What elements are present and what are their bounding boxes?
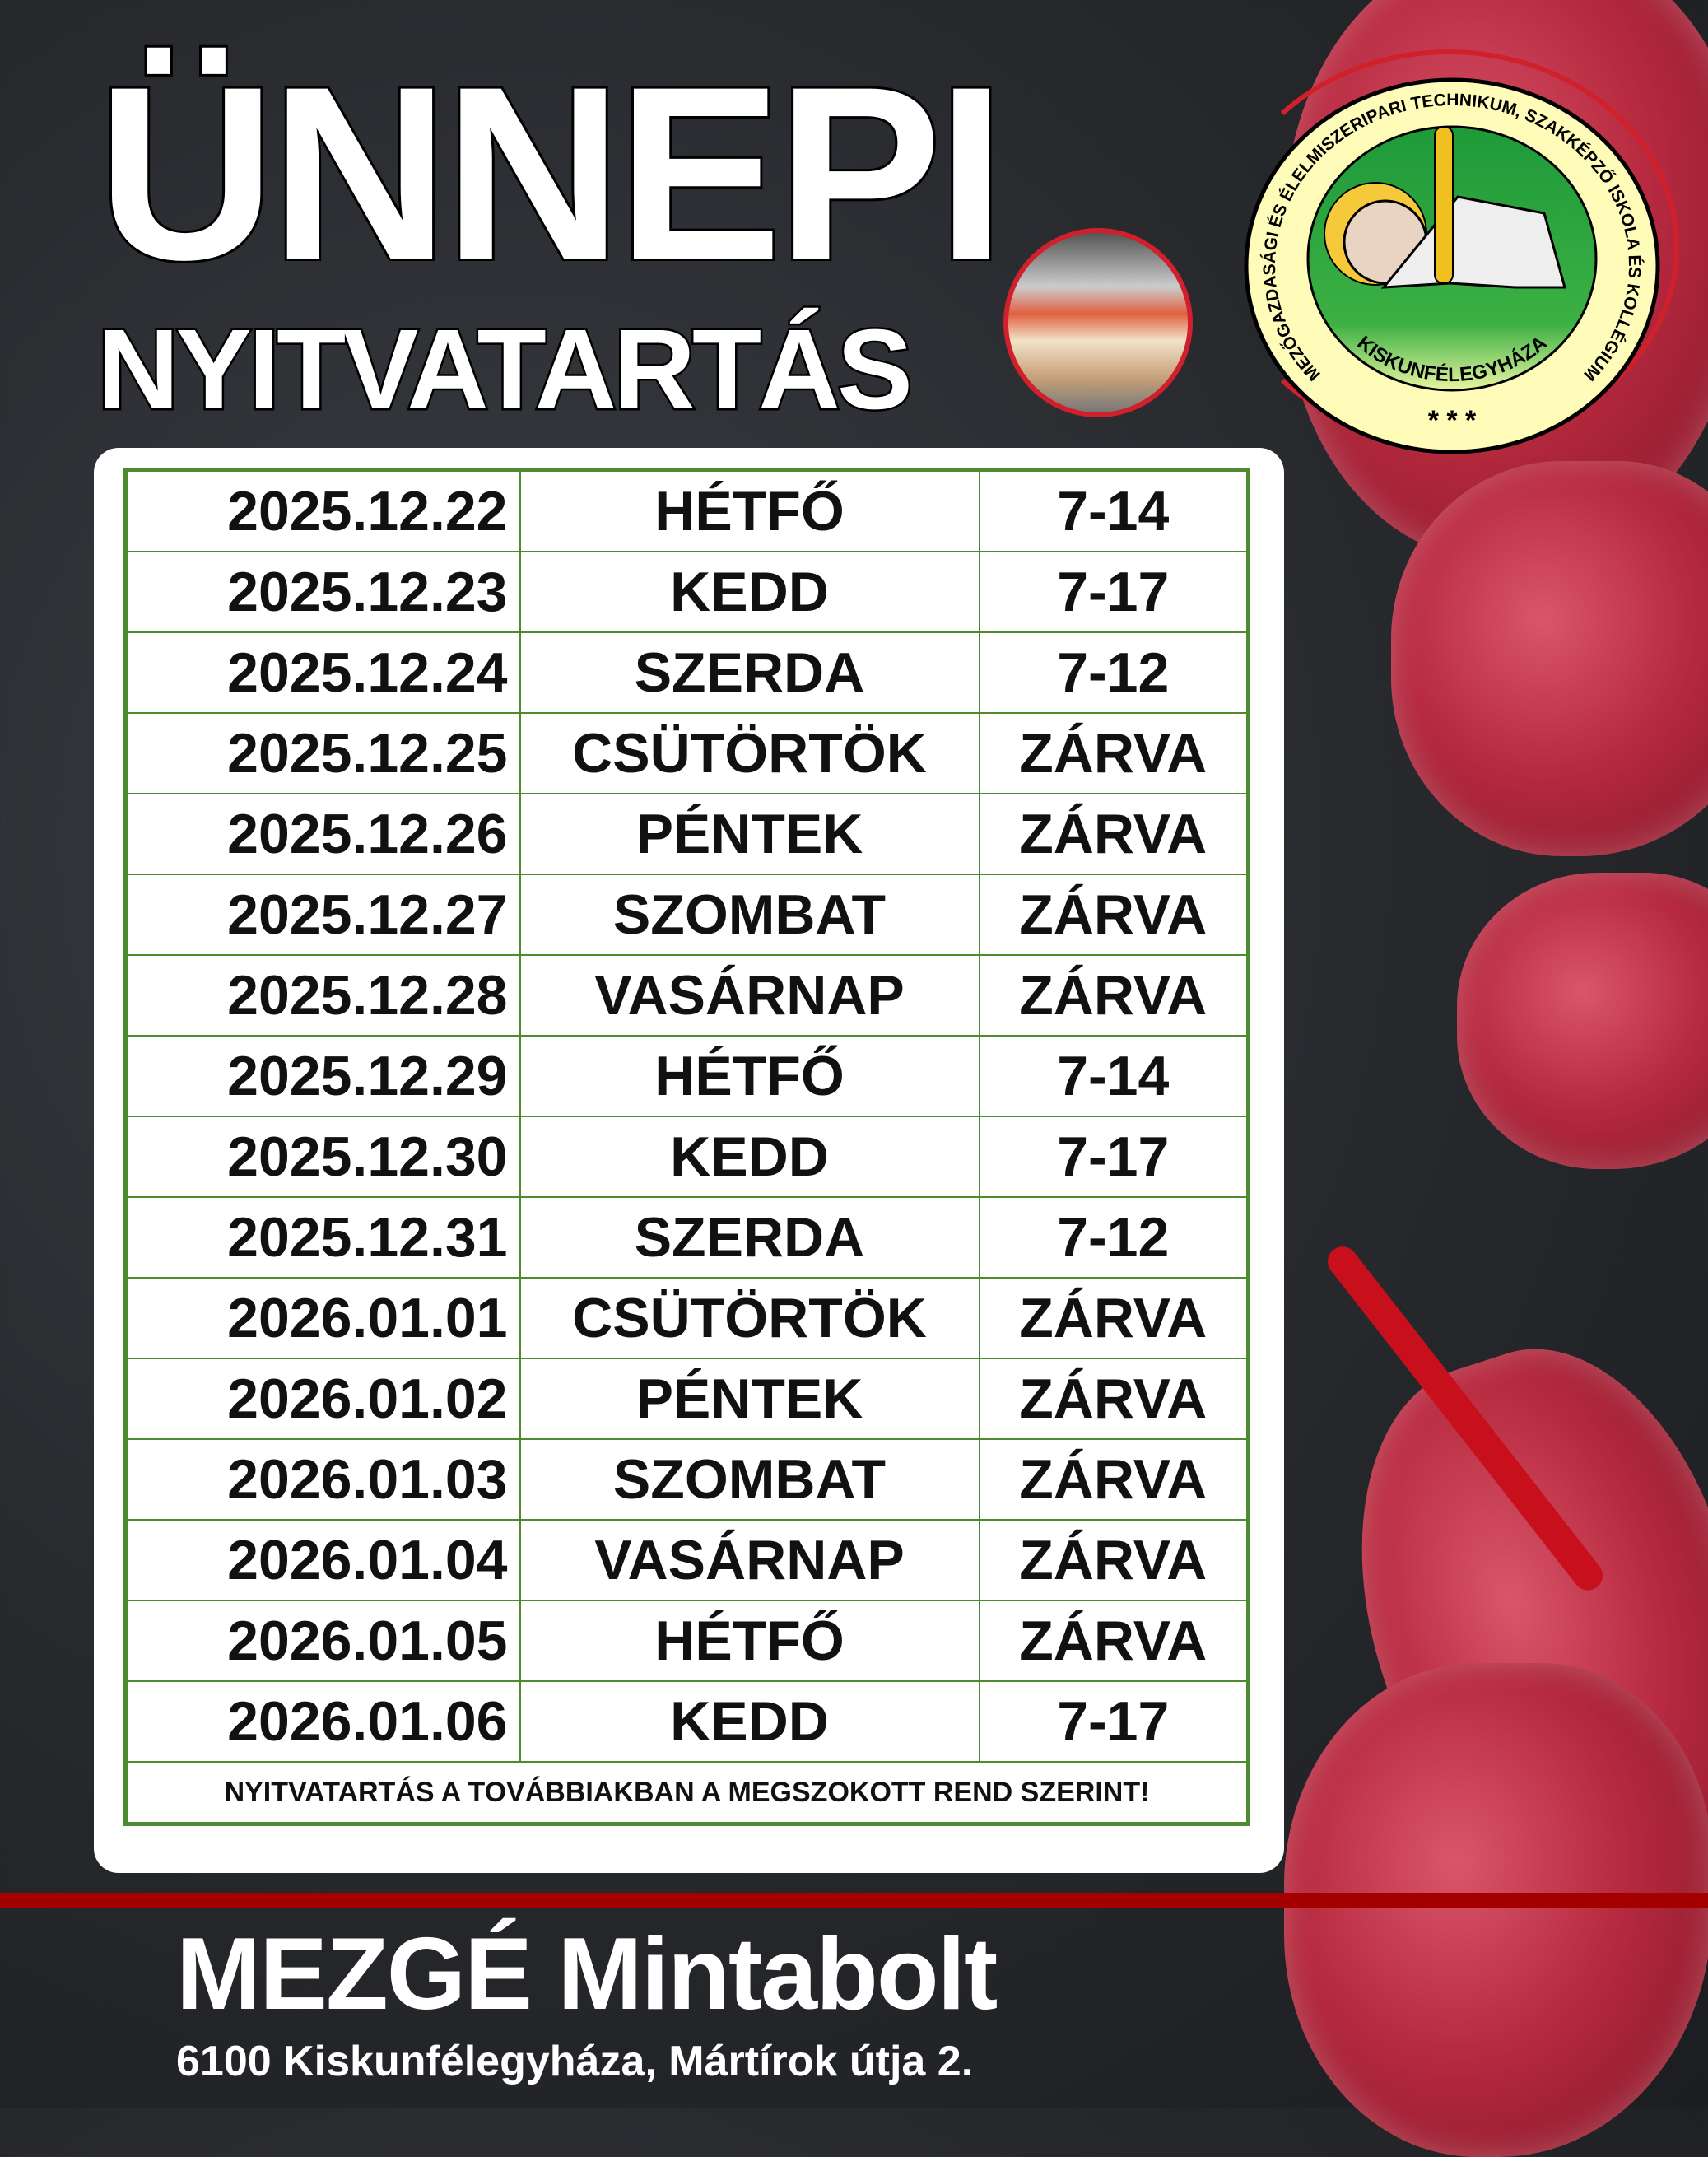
day-cell: KEDD: [519, 1116, 980, 1198]
hours-cell: 7-17: [978, 1116, 1250, 1198]
date-cell: 2025.12.31: [124, 1196, 521, 1279]
table-row: 2026.01.01 CSÜTÖRTÖK ZÁRVA: [124, 1277, 1250, 1359]
divider-line: [0, 1893, 1708, 1908]
page-title: ÜNNEPI: [95, 35, 1008, 311]
hours-cell: ZÁRVA: [978, 1519, 1250, 1601]
shop-name: MEZGÉ Mintabolt: [176, 1917, 998, 2031]
date-cell: 2026.01.02: [124, 1358, 521, 1440]
day-cell: HÉTFŐ: [519, 1035, 980, 1117]
shop-photo: [1003, 228, 1193, 417]
table-row: 2026.01.03 SZOMBAT ZÁRVA: [124, 1438, 1250, 1521]
date-cell: 2025.12.30: [124, 1116, 521, 1198]
table-row: 2026.01.02 PÉNTEK ZÁRVA: [124, 1358, 1250, 1440]
hours-cell: 7-12: [978, 631, 1250, 714]
day-cell: CSÜTÖRTÖK: [519, 1277, 980, 1359]
school-logo: MEZŐGAZDASÁGI ÉS ÉLELMISZERIPARI TECHNIK…: [1244, 77, 1660, 454]
date-cell: 2025.12.23: [124, 551, 521, 633]
day-cell: VASÁRNAP: [519, 954, 980, 1037]
table-row: 2025.12.28 VASÁRNAP ZÁRVA: [124, 954, 1250, 1037]
table-row: 2025.12.26 PÉNTEK ZÁRVA: [124, 793, 1250, 875]
table-row: 2025.12.24 SZERDA 7-12: [124, 631, 1250, 714]
hours-cell: 7-12: [978, 1196, 1250, 1279]
day-cell: KEDD: [519, 551, 980, 633]
page-subtitle: NYITVATARTÁS: [95, 306, 915, 433]
hours-cell: 7-17: [978, 1680, 1250, 1763]
meat-image: [1457, 873, 1708, 1169]
day-cell: KEDD: [519, 1680, 980, 1763]
date-cell: 2026.01.03: [124, 1438, 521, 1521]
hours-cell: ZÁRVA: [978, 1438, 1250, 1521]
date-cell: 2025.12.28: [124, 954, 521, 1037]
date-cell: 2025.12.29: [124, 1035, 521, 1117]
hours-cell: ZÁRVA: [978, 874, 1250, 956]
footer-note: NYITVATARTÁS A TOVÁBBIAKBAN A MEGSZOKOTT…: [124, 1761, 1250, 1825]
meat-image: [1391, 461, 1708, 856]
table-row: 2026.01.05 HÉTFŐ ZÁRVA: [124, 1600, 1250, 1682]
day-cell: SZERDA: [519, 631, 980, 714]
day-cell: HÉTFŐ: [519, 468, 980, 552]
date-cell: 2025.12.22: [124, 468, 521, 552]
date-cell: 2026.01.01: [124, 1277, 521, 1359]
date-cell: 2025.12.27: [124, 874, 521, 956]
schedule-table: 2025.12.22 HÉTFŐ 7-14 2025.12.23 KEDD 7-17 202…: [123, 468, 1250, 1826]
table-row: 2025.12.23 KEDD 7-17: [124, 551, 1250, 633]
table-row: 2025.12.30 KEDD 7-17: [124, 1116, 1250, 1198]
table-row: 2025.12.27 SZOMBAT ZÁRVA: [124, 874, 1250, 956]
day-cell: CSÜTÖRTÖK: [519, 712, 980, 794]
hours-cell: ZÁRVA: [978, 1277, 1250, 1359]
day-cell: SZOMBAT: [519, 1438, 980, 1521]
hours-cell: ZÁRVA: [978, 1358, 1250, 1440]
hours-cell: 7-17: [978, 551, 1250, 633]
day-cell: PÉNTEK: [519, 793, 980, 875]
table-row: 2026.01.04 VASÁRNAP ZÁRVA: [124, 1519, 1250, 1601]
date-cell: 2025.12.26: [124, 793, 521, 875]
shop-address: 6100 Kiskunfélegyháza, Mártírok útja 2.: [176, 2038, 974, 2085]
table-row: 2025.12.25 CSÜTÖRTÖK ZÁRVA: [124, 712, 1250, 794]
hours-cell: ZÁRVA: [978, 793, 1250, 875]
date-cell: 2026.01.04: [124, 1519, 521, 1601]
date-cell: 2025.12.24: [124, 631, 521, 714]
date-cell: 2025.12.25: [124, 712, 521, 794]
table-row: 2025.12.22 HÉTFŐ 7-14: [124, 468, 1250, 552]
footer-row: NYITVATARTÁS A TOVÁBBIAKBAN A MEGSZOKOTT…: [124, 1761, 1250, 1825]
day-cell: SZOMBAT: [519, 874, 980, 956]
day-cell: SZERDA: [519, 1196, 980, 1279]
day-cell: VASÁRNAP: [519, 1519, 980, 1601]
hours-cell: ZÁRVA: [978, 712, 1250, 794]
table-row: 2025.12.29 HÉTFŐ 7-14: [124, 1035, 1250, 1117]
day-cell: PÉNTEK: [519, 1358, 980, 1440]
date-cell: 2026.01.06: [124, 1680, 521, 1763]
date-cell: 2026.01.05: [124, 1600, 521, 1682]
hours-cell: ZÁRVA: [978, 954, 1250, 1037]
meat-image: [1284, 1663, 1708, 2157]
hours-cell: 7-14: [978, 468, 1250, 552]
logo-stars: * * *: [1428, 405, 1477, 436]
table-row: 2025.12.31 SZERDA 7-12: [124, 1196, 1250, 1279]
hours-cell: ZÁRVA: [978, 1600, 1250, 1682]
table-row: 2026.01.06 KEDD 7-17: [124, 1680, 1250, 1763]
hours-cell: 7-14: [978, 1035, 1250, 1117]
day-cell: HÉTFŐ: [519, 1600, 980, 1682]
